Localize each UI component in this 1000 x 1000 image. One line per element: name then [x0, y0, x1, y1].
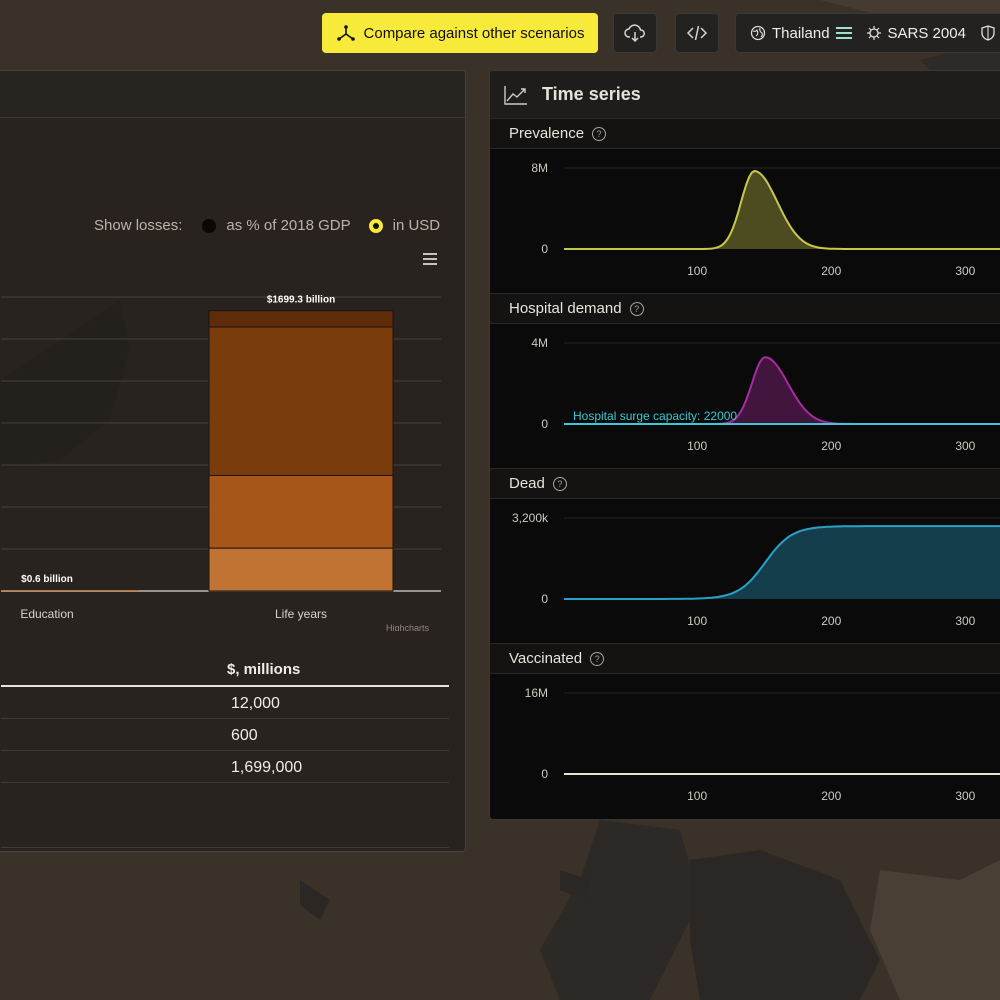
compare-icon: [336, 25, 355, 41]
x-tick-label: 100: [687, 264, 707, 278]
table-row: 600: [1, 719, 449, 751]
column-header-millions: $, millions: [227, 661, 301, 678]
data-label-life-years: $1699.3 billion: [267, 295, 335, 306]
bar-segment-life-years: [208, 547, 394, 592]
prevalence-section: Prevalence ? 8M 0 100 200 300: [490, 118, 1000, 293]
country-label: Thailand: [772, 24, 830, 42]
x-tick-label: 200: [821, 439, 841, 453]
compare-scenarios-button[interactable]: Compare against other scenarios: [322, 13, 598, 53]
virus-icon: [866, 26, 881, 40]
series-area: [564, 171, 1000, 249]
cloud-download-icon: [624, 24, 645, 43]
y-tick-label: 3,200k: [512, 511, 549, 525]
highcharts-credit: Highcharts: [386, 623, 430, 631]
option-gdp-percent-label[interactable]: as % of 2018 GDP: [226, 217, 351, 234]
bar-education: [1, 590, 139, 591]
globe-icon: [750, 25, 766, 41]
time-series-panel: Time series Prevalence ? 8M 0 100 200 300 Ho…: [489, 70, 1000, 820]
y-tick-label: 0: [541, 242, 548, 256]
hospital-demand-chart: 4M 0 100 200 300 Hospital surge capacity: 220…: [531, 336, 1000, 453]
bar-segment-life-years: [208, 475, 394, 549]
table-cell: 1,699,000: [231, 759, 303, 776]
y-tick-label: 4M: [531, 336, 548, 350]
embed-code-button[interactable]: [675, 13, 719, 53]
x-tick-label: 300: [955, 614, 975, 628]
chart-menu-icon[interactable]: [423, 253, 437, 268]
table-row: 12,000: [1, 687, 449, 719]
intervention-selector[interactable]: [980, 25, 1000, 41]
time-series-header: Time series: [490, 71, 1000, 119]
option-usd-label[interactable]: in USD: [392, 217, 441, 234]
table-cell: 600: [231, 727, 258, 744]
scenario-selector[interactable]: Thailand SARS 2004: [735, 13, 1000, 53]
y-tick-label: 0: [541, 767, 548, 781]
bar-segment-life-years: [208, 310, 394, 328]
y-tick-label: 0: [541, 417, 548, 431]
prevalence-title-bar: Prevalence ?: [490, 118, 1000, 149]
series-area: [564, 357, 1000, 424]
download-button[interactable]: [613, 13, 657, 53]
data-label-education: $0.6 billion: [21, 574, 73, 585]
x-tick-label: 300: [955, 264, 975, 278]
losses-table: $, millions 12,000 600 1,699,000: [1, 653, 449, 848]
prevalence-title: Prevalence: [509, 125, 585, 142]
table-divider: [1, 847, 449, 848]
vaccinated-section: Vaccinated ? 16M 0 100 200 300: [490, 643, 1000, 818]
menu-lines-icon: [835, 27, 852, 39]
y-tick-label: 0: [541, 592, 548, 606]
hospital-demand-title: Hospital demand: [509, 300, 622, 317]
dead-section: Dead ? 3,200k 0 100 200 300: [490, 468, 1000, 643]
radio-gdp-percent[interactable]: [202, 218, 217, 233]
losses-toggle-label: Show losses:: [94, 217, 183, 234]
series-line: [564, 169, 1000, 250]
shield-icon: [981, 25, 995, 41]
x-tick-label: Life years: [275, 607, 327, 621]
time-series-title: Time series: [542, 84, 641, 104]
table-row: 1,699,000: [1, 751, 449, 783]
x-tick-label: 100: [687, 789, 707, 803]
table-cell: 12,000: [231, 695, 280, 712]
dead-title-bar: Dead ?: [490, 468, 1000, 499]
series-line: [564, 525, 1000, 600]
table-row: [1, 783, 449, 847]
x-tick-label: 300: [955, 789, 975, 803]
dead-chart: 3,200k 0 100 200 300: [512, 511, 1000, 628]
vaccinated-title-bar: Vaccinated ?: [490, 643, 1000, 674]
help-icon[interactable]: ?: [592, 126, 607, 141]
series-area: [564, 526, 1000, 599]
x-tick-label: Education: [20, 607, 73, 621]
x-tick-label: 300: [955, 439, 975, 453]
x-tick-label: 200: [821, 614, 841, 628]
line-chart-icon: [504, 85, 527, 105]
help-icon[interactable]: ?: [552, 476, 567, 491]
table-header: $, millions: [1, 653, 449, 687]
bar-segment-life-years: [208, 326, 394, 476]
dead-title: Dead: [509, 475, 545, 492]
hospital-demand-section: Hospital demand ? 4M 0 100 200 300 Hospital s…: [490, 293, 1000, 468]
x-tick-label: 100: [687, 439, 707, 453]
country-selector[interactable]: Thailand: [750, 25, 852, 42]
losses-toggle: Show losses: as % of 2018 GDP in USD: [94, 217, 440, 234]
compare-scenarios-label: Compare against other scenarios: [363, 24, 585, 42]
hospital-demand-title-bar: Hospital demand ?: [490, 293, 1000, 324]
y-tick-label: 16M: [525, 686, 548, 700]
x-tick-label: 200: [821, 789, 841, 803]
disease-selector[interactable]: SARS 2004: [866, 25, 966, 42]
x-tick-label: 200: [821, 264, 841, 278]
x-tick-label: 100: [687, 614, 707, 628]
radio-usd[interactable]: [368, 218, 383, 233]
y-tick-label: 8M: [531, 161, 548, 175]
economic-losses-panel: Show losses: as % of 2018 GDP in USD $0.…: [0, 70, 466, 852]
losses-bar-chart: $0.6 billion $1699.3 billion Education Life…: [1, 295, 441, 631]
surge-capacity-label: Hospital surge capacity: 22000: [573, 409, 737, 423]
code-icon: [686, 25, 708, 41]
prevalence-chart: 8M 0 100 200 300: [531, 161, 1000, 278]
vaccinated-title: Vaccinated: [509, 650, 583, 667]
vaccinated-chart: 16M 0 100 200 300: [525, 686, 1000, 803]
losses-panel-header: [0, 71, 465, 118]
help-icon[interactable]: ?: [590, 651, 605, 666]
disease-label: SARS 2004: [887, 24, 966, 42]
help-icon[interactable]: ?: [629, 301, 644, 316]
